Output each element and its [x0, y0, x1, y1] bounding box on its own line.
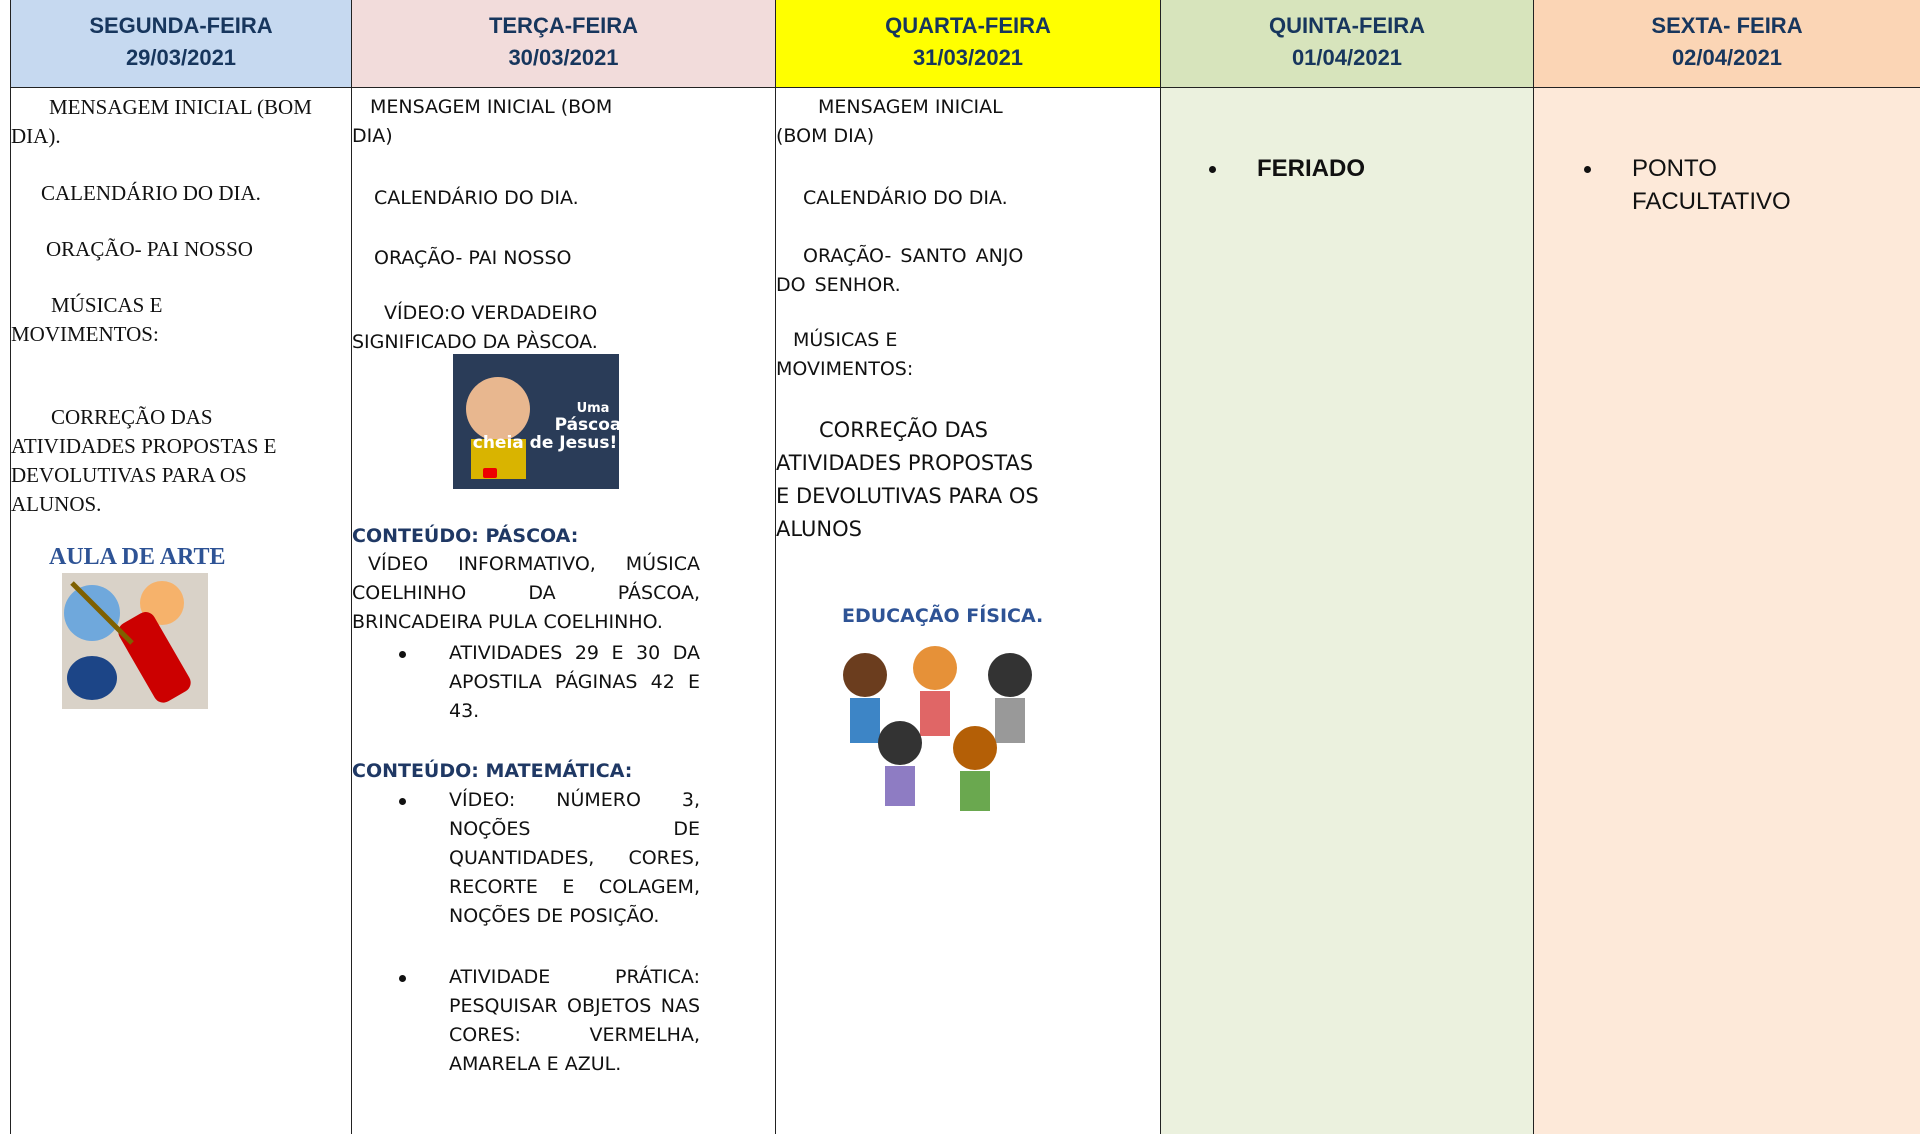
item: CALENDÁRIO DO DIA. [41, 181, 261, 205]
item: MENSAGEM INICIAL (BOM DIA) [352, 96, 613, 147]
item: CALENDÁRIO DO DIA. [374, 187, 579, 209]
thumb-text: Uma [577, 401, 610, 416]
item: CALENDÁRIO DO DIA. [803, 187, 1008, 209]
column-header: SEXTA- FEIRA 02/04/2021 [1534, 0, 1920, 88]
date: 01/04/2021 [1291, 45, 1403, 70]
item: ORAÇÃO- PAI NOSSO [374, 247, 572, 269]
item: CORREÇÃO DAS ATIVIDADES PROPOSTAS E DEVO… [11, 405, 277, 516]
item: CORREÇÃO DAS ATIVIDADES PROPOSTAS E DEVO… [776, 418, 1039, 541]
day: TERÇA-FEIRA [488, 13, 639, 38]
item: MÚSICAS E MOVIMENTOS: [776, 329, 914, 380]
video-thumbnail: Uma Páscoa cheia de Jesus! [453, 354, 619, 489]
section-title: EDUCAÇÃO FÍSICA. [842, 605, 1044, 627]
item: MENSAGEM INICIAL (BOM DIA) [776, 96, 1003, 147]
column-friday: SEXTA- FEIRA 02/04/2021 PONTO FACULTATIV… [1533, 0, 1920, 1134]
section-title: AULA DE ARTE [49, 544, 226, 570]
column-tuesday: TERÇA-FEIRA 30/03/2021 MENSAGEM INICIAL … [351, 0, 775, 1134]
column-header: TERÇA-FEIRA 30/03/2021 [352, 0, 775, 88]
column-thursday: QUINTA-FEIRA 01/04/2021 FERIADO [1160, 0, 1533, 1134]
item: MENSAGEM INICIAL (BOM DIA). [11, 95, 312, 148]
thumb-text: cheia de Jesus! [473, 433, 618, 453]
art-image [62, 573, 208, 709]
section-text: VÍDEO INFORMATIVO, MÚSICA COELHINHO DA P… [352, 553, 700, 633]
item: VÍDEO:O VERDADEIRO SIGNIFICADO DA PÀSCOA… [352, 302, 598, 353]
item: ORAÇÃO- SANTO ANJO DO SENHOR. [776, 245, 1024, 296]
day: SEGUNDA-FEIRA [89, 13, 273, 38]
column-header: QUINTA-FEIRA 01/04/2021 [1161, 0, 1533, 88]
bullet: ATIVIDADE PRÁTICA: PESQUISAR OBJETOS NAS… [399, 963, 700, 1079]
day: QUARTA-FEIRA [885, 13, 1051, 38]
column-header: QUARTA-FEIRA 31/03/2021 [776, 0, 1160, 88]
date: 02/04/2021 [1671, 45, 1783, 70]
bullet: ATIVIDADES 29 E 30 DA APOSTILA PÁGINAS 4… [399, 639, 700, 726]
date: 29/03/2021 [125, 45, 237, 70]
day: QUINTA-FEIRA [1268, 13, 1426, 38]
item: ORAÇÃO- PAI NOSSO [46, 237, 253, 261]
bullet: VÍDEO: NÚMERO 3, NOÇÕES DE QUANTIDADES, … [399, 786, 700, 931]
date: 31/03/2021 [912, 45, 1024, 70]
column-monday: SEGUNDA-FEIRA 29/03/2021 MENSAGEM INICIA… [10, 0, 351, 1134]
section-heading: CONTEÚDO: MATEMÁTICA: [352, 760, 633, 782]
day: SEXTA- FEIRA [1651, 13, 1803, 38]
bullet: FERIADO [1209, 152, 1507, 185]
column-header: SEGUNDA-FEIRA 29/03/2021 [11, 0, 351, 88]
item: MÚSICAS E MOVIMENTOS: [11, 293, 163, 346]
column-wednesday: QUARTA-FEIRA 31/03/2021 MENSAGEM INICIAL… [775, 0, 1160, 1134]
thumb-text: Páscoa [555, 415, 619, 435]
bullet: PONTO FACULTATIVO [1584, 152, 1852, 218]
pe-image [843, 646, 1032, 811]
date: 30/03/2021 [508, 45, 619, 70]
section-heading: CONTEÚDO: PÁSCOA: [352, 525, 579, 547]
